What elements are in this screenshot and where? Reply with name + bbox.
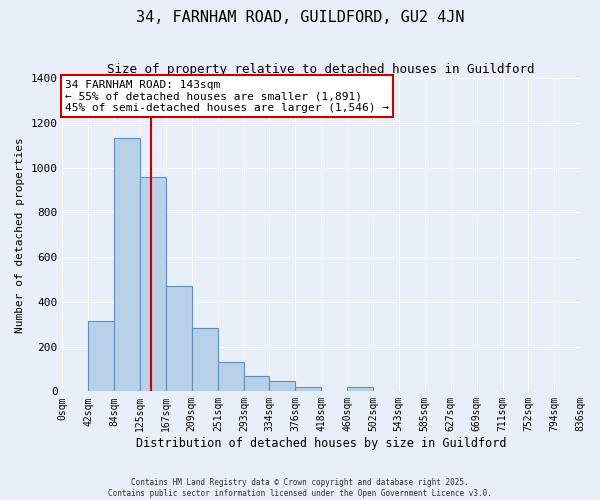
Bar (115, 138, 140, 392)
Bar (295, 387, 321, 392)
Bar (192, 328, 218, 392)
Text: Contains HM Land Registry data © Crown copyright and database right 2025.
Contai: Contains HM Land Registry data © Crown c… (108, 478, 492, 498)
Bar (166, 286, 192, 392)
Bar (218, 362, 244, 392)
Text: 34 FARNHAM ROAD: 143sqm
← 55% of detached houses are smaller (1,891)
45% of semi: 34 FARNHAM ROAD: 143sqm ← 55% of detache… (65, 80, 389, 113)
Title: Size of property relative to detached houses in Guildford: Size of property relative to detached ho… (107, 62, 535, 76)
Text: 34, FARNHAM ROAD, GUILDFORD, GU2 4JN: 34, FARNHAM ROAD, GUILDFORD, GU2 4JN (136, 10, 464, 25)
Y-axis label: Number of detached properties: Number of detached properties (15, 137, 25, 332)
Bar (244, 376, 269, 392)
X-axis label: Distribution of detached houses by size in Guildford: Distribution of detached houses by size … (136, 437, 506, 450)
Bar (140, 176, 166, 392)
Bar (88, 321, 115, 392)
Bar (347, 387, 373, 392)
Bar (269, 382, 295, 392)
